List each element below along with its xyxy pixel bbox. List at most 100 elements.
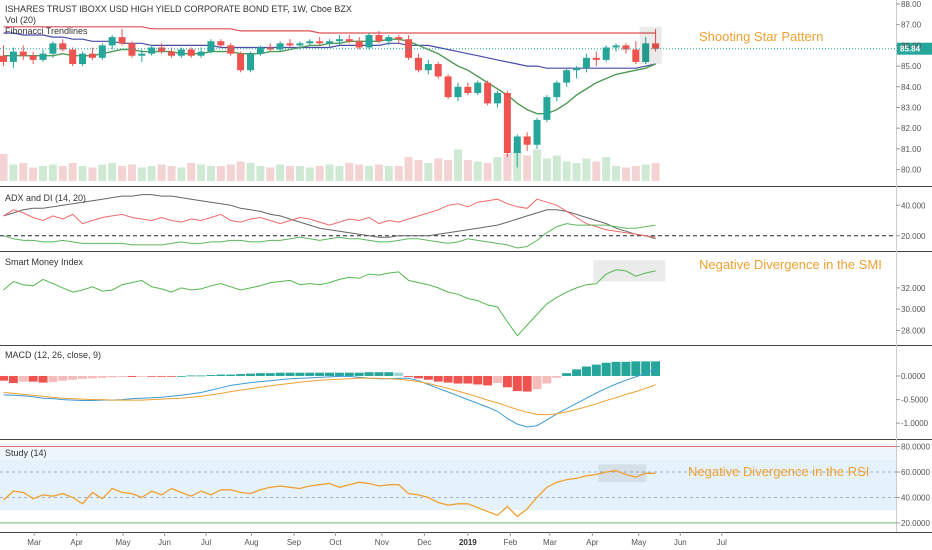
volume-bar xyxy=(226,164,235,181)
macd-histogram-bar xyxy=(78,375,88,379)
volume-label: Vol (20) xyxy=(5,15,36,25)
candle-body xyxy=(316,41,324,44)
signal-line xyxy=(3,377,656,416)
y-tick-label: 82.00 xyxy=(901,124,922,133)
macd-histogram-bar xyxy=(236,374,246,376)
macd-histogram-bar xyxy=(38,375,48,383)
candle-body xyxy=(197,51,205,56)
y-tick-label: 88.00 xyxy=(901,0,922,9)
volume-bar xyxy=(177,167,186,181)
candle-body xyxy=(108,37,116,46)
candle-body xyxy=(158,47,166,52)
candle-body xyxy=(227,45,235,54)
volume-bar xyxy=(206,166,215,181)
y-tick-label: 60.0000 xyxy=(901,468,930,477)
x-tick-label: May xyxy=(631,538,646,547)
candle-body xyxy=(602,47,610,60)
volume-bar xyxy=(651,163,660,181)
rsi-upper-fill xyxy=(0,444,896,460)
volume-bar xyxy=(493,157,502,181)
adx-line xyxy=(3,194,656,240)
macd-histogram-bar xyxy=(48,375,58,383)
macd-histogram-bar xyxy=(166,375,176,377)
macd-histogram-bar xyxy=(502,375,512,388)
volume-bar xyxy=(394,166,403,181)
candle-body xyxy=(632,49,640,62)
macd-histogram-bar xyxy=(18,375,28,382)
macd-histogram-bar xyxy=(87,375,97,379)
candle-body xyxy=(148,47,156,54)
candle-body xyxy=(543,97,551,120)
candle-body xyxy=(256,47,264,54)
candle-body xyxy=(187,49,195,56)
candle-body xyxy=(217,41,225,46)
candle-body xyxy=(513,136,521,154)
volume-bar xyxy=(256,166,265,181)
macd-histogram-bar xyxy=(285,372,295,376)
macd-histogram-bar xyxy=(176,375,186,377)
volume-bar xyxy=(473,161,482,181)
candle-body xyxy=(642,43,650,62)
y-tick-label: 80.0000 xyxy=(901,443,930,452)
candle-body xyxy=(444,76,452,98)
candle-body xyxy=(118,37,126,44)
di-minus-line xyxy=(3,198,656,238)
candle-body xyxy=(592,57,600,60)
macd-histogram-bar xyxy=(493,375,502,384)
macd-histogram-bar xyxy=(206,375,216,376)
y-tick-label: 20.0000 xyxy=(901,519,930,528)
candle-body xyxy=(395,37,403,40)
volume-bar xyxy=(463,160,472,181)
macd-histogram-bar xyxy=(147,375,157,377)
macd-histogram-bar xyxy=(562,373,572,376)
volume-bar xyxy=(533,149,542,181)
adx-pane-title: ADX and DI (14, 20) xyxy=(5,193,86,203)
macd-histogram-bar xyxy=(404,375,414,377)
candle-body xyxy=(523,136,531,145)
smi-line xyxy=(3,269,656,337)
last-price-tag xyxy=(897,42,932,55)
macd-histogram-bar xyxy=(631,361,641,376)
volume-bar xyxy=(592,161,601,181)
candle-body xyxy=(424,64,432,71)
volume-bar xyxy=(414,160,423,181)
macd-histogram-bar xyxy=(127,375,137,377)
macd-histogram-bar xyxy=(315,372,325,376)
volume-bar xyxy=(365,166,374,181)
volume-bar xyxy=(19,163,28,181)
candle-body xyxy=(19,51,27,56)
candle-body xyxy=(247,53,254,71)
y-tick-label: -1.0000 xyxy=(901,419,929,428)
volume-bar xyxy=(286,166,295,181)
macd-histogram-bar xyxy=(453,375,463,384)
candle-body xyxy=(276,43,284,50)
candle-body xyxy=(582,57,590,69)
candle-body xyxy=(167,51,175,56)
y-tick-label: -0.5000 xyxy=(901,396,929,405)
candle-body xyxy=(355,41,363,48)
y-tick-label: 84.00 xyxy=(901,83,922,92)
rsi-band-fill xyxy=(0,459,896,511)
chart-labels: ISHARES TRUST IBOXX USD HIGH YIELD CORPO… xyxy=(5,4,882,479)
candle-body xyxy=(484,82,492,104)
macd-histogram-bar xyxy=(157,375,167,377)
macd-histogram-bar xyxy=(275,372,285,376)
x-tick-label: 2019 xyxy=(459,538,477,547)
smi-pane-title: Smart Money Index xyxy=(5,257,84,267)
macd-histogram-bar xyxy=(97,375,107,378)
y-tick-label: 40.0000 xyxy=(901,493,930,502)
volume-bar xyxy=(572,163,581,181)
macd-histogram-bar xyxy=(334,372,344,376)
ma-red-line xyxy=(3,26,656,34)
candle-body xyxy=(237,53,245,71)
y-tick-label: 32.000 xyxy=(901,284,926,293)
macd-histogram-bar xyxy=(621,361,631,376)
candle-body xyxy=(385,37,393,42)
volume-bar xyxy=(612,166,621,181)
volume-bar xyxy=(325,164,334,181)
x-tick-label: Sep xyxy=(287,538,302,547)
fibonacci-label: Fibonacci Trendlines xyxy=(5,26,88,36)
macd-histogram-bar xyxy=(443,375,453,383)
x-tick-label: Dec xyxy=(417,538,431,547)
